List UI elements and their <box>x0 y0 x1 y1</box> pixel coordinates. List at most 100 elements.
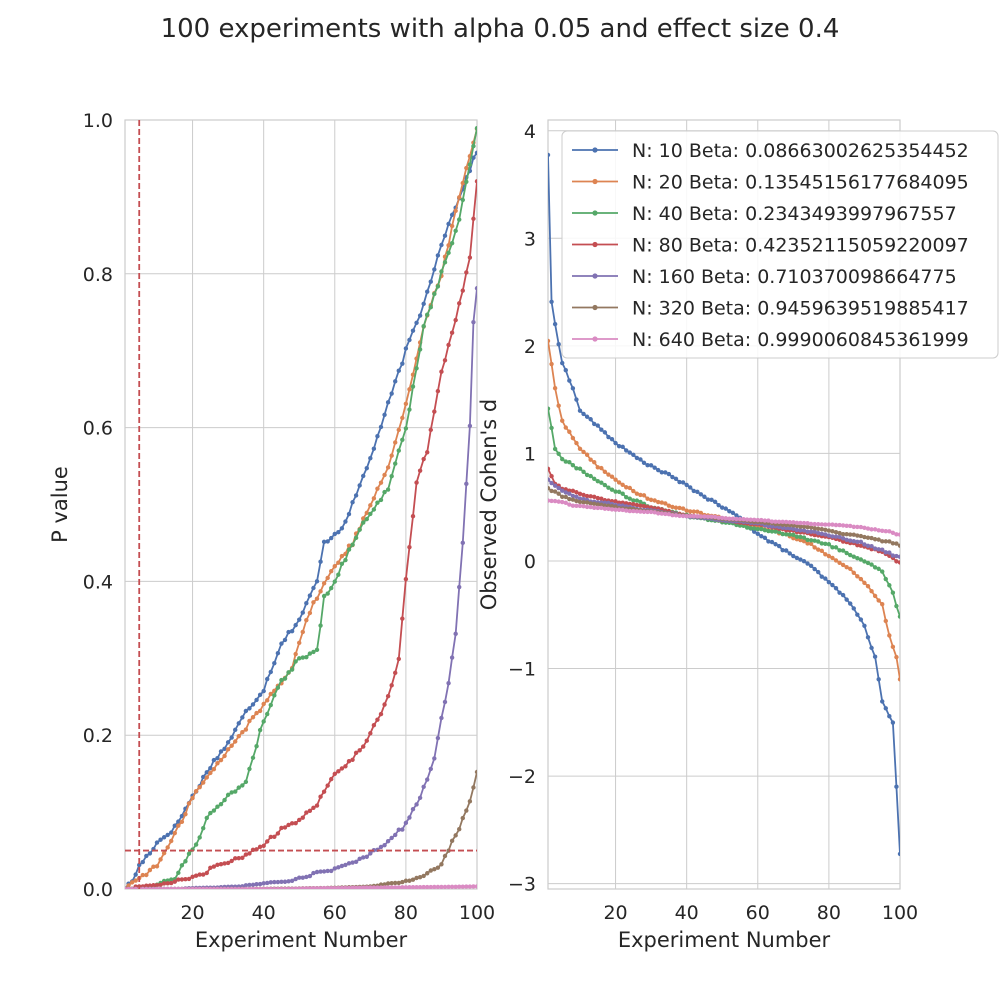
y-tick-label: 1 <box>524 443 536 465</box>
data-point <box>784 525 789 531</box>
data-point <box>268 886 273 889</box>
legend-entry-label: N: 40 Beta: 0.2343493997967557 <box>632 203 957 225</box>
data-point <box>371 507 377 512</box>
legend-entry-label: N: 640 Beta: 0.9990060845361999 <box>632 329 969 351</box>
data-point <box>759 517 764 523</box>
data-point <box>435 284 441 289</box>
data-point <box>417 468 423 473</box>
data-point <box>588 417 593 422</box>
data-point <box>378 424 384 430</box>
data-point <box>254 886 259 889</box>
data-point <box>887 529 892 534</box>
data-point <box>548 466 551 472</box>
data-point <box>723 516 728 521</box>
data-point <box>343 557 348 563</box>
data-point <box>474 286 477 291</box>
data-point <box>709 514 714 519</box>
data-point <box>250 886 256 889</box>
figure-title: 100 experiments with alpha 0.05 and effe… <box>160 14 840 44</box>
x-tick-label: 80 <box>817 902 841 924</box>
data-point <box>446 243 451 248</box>
data-point <box>880 547 885 552</box>
data-point <box>648 509 654 515</box>
data-point <box>872 537 878 542</box>
data-point <box>254 744 259 749</box>
data-point <box>830 534 835 539</box>
data-point <box>432 867 437 872</box>
data-point <box>567 459 572 465</box>
data-point <box>336 572 341 577</box>
data-point <box>382 882 387 887</box>
legend-swatch-marker <box>592 273 598 279</box>
series-group <box>548 152 900 857</box>
data-point <box>894 654 899 660</box>
data-point <box>883 539 888 544</box>
data-point <box>425 884 430 889</box>
data-point <box>460 288 465 293</box>
data-point <box>833 534 839 539</box>
data-point <box>272 660 277 666</box>
data-point <box>279 641 284 646</box>
data-point <box>876 598 881 603</box>
data-point <box>855 542 860 548</box>
data-point <box>691 488 696 494</box>
data-point <box>592 476 597 481</box>
data-point <box>798 537 803 543</box>
data-point <box>407 387 412 392</box>
data-point <box>869 535 874 541</box>
data-point <box>318 869 323 874</box>
data-point <box>744 517 750 522</box>
data-point <box>563 425 568 430</box>
data-point <box>787 532 792 537</box>
data-point <box>279 879 284 884</box>
data-point <box>602 503 608 508</box>
data-point <box>176 819 181 824</box>
data-point <box>208 810 213 816</box>
data-point <box>730 516 736 521</box>
data-point <box>257 844 263 850</box>
data-point <box>816 530 821 536</box>
data-point <box>325 539 330 544</box>
data-point <box>183 877 188 882</box>
data-point <box>563 500 568 506</box>
data-point <box>407 885 412 889</box>
data-point <box>574 498 579 504</box>
data-point <box>282 879 288 884</box>
data-point <box>560 418 565 423</box>
data-point <box>318 794 323 799</box>
data-point <box>247 766 252 772</box>
data-point <box>204 775 209 780</box>
data-point <box>624 485 629 490</box>
data-point <box>620 482 625 488</box>
data-point <box>759 526 764 532</box>
data-point <box>865 535 871 540</box>
data-point <box>616 443 622 449</box>
data-point <box>680 506 686 511</box>
data-point <box>329 535 334 541</box>
data-point <box>449 884 455 889</box>
data-point <box>567 491 572 496</box>
data-point <box>325 575 330 581</box>
data-point <box>339 863 345 869</box>
data-point <box>254 881 259 887</box>
data-point <box>848 538 853 543</box>
data-point <box>453 631 458 637</box>
data-point <box>197 872 202 877</box>
data-point <box>417 874 423 880</box>
data-point <box>225 747 231 752</box>
data-point <box>769 519 775 524</box>
series-line-2 <box>548 340 900 680</box>
data-point <box>332 771 337 777</box>
data-point <box>297 617 302 622</box>
data-point <box>762 535 768 540</box>
data-point <box>897 554 900 559</box>
data-point <box>336 530 341 535</box>
data-point <box>840 532 846 537</box>
data-point <box>627 485 632 491</box>
y-tick-label: 0.8 <box>83 264 113 286</box>
data-point <box>780 525 785 531</box>
data-point <box>137 862 142 868</box>
data-point <box>240 715 245 720</box>
data-point <box>464 808 469 813</box>
